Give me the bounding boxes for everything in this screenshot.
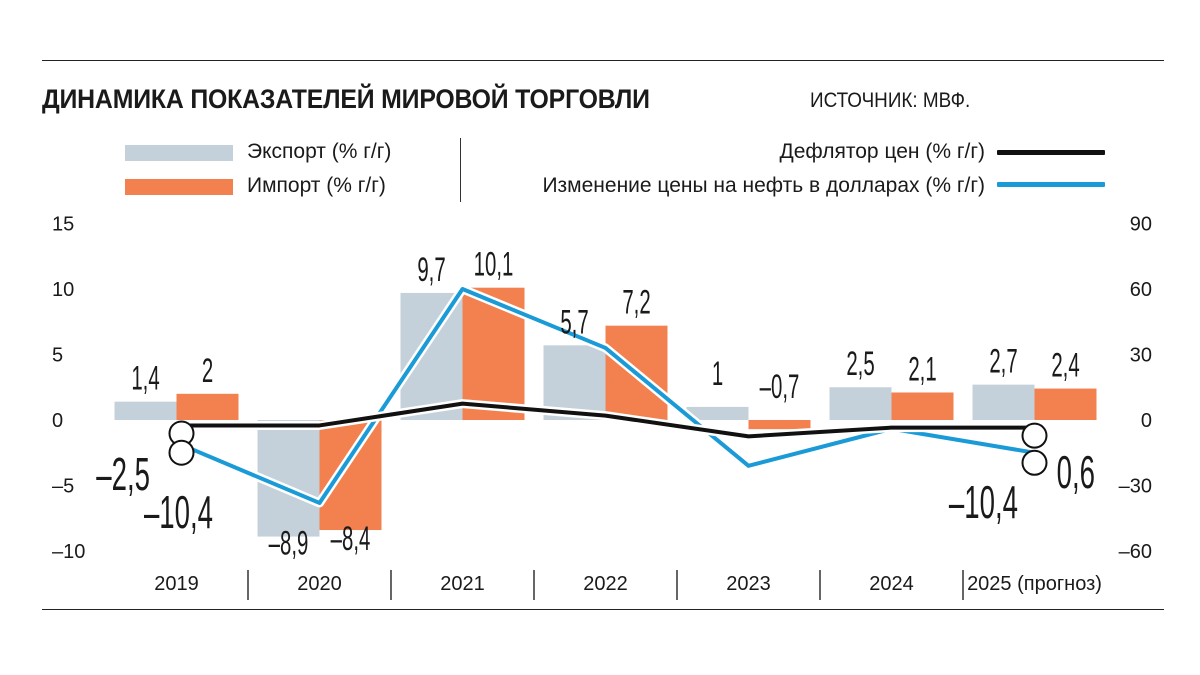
legend-label-oil: Изменение цены на нефть в долларах (% г/… [542, 174, 985, 197]
right-axis-tick: 0 [1141, 410, 1152, 432]
oil-2019-label: –10,4 [144, 488, 213, 539]
x-axis-label: 2024 [869, 573, 914, 595]
right-axis-tick: 60 [1130, 279, 1152, 301]
import-value-label: 2,4 [1051, 346, 1079, 384]
x-axis-label: 2020 [297, 573, 342, 595]
x-axis-label: 2025 (прогноз) [967, 573, 1102, 595]
oil-point [1021, 449, 1048, 476]
import-value-label: 10,1 [474, 245, 514, 283]
chart-source: ИСТОЧНИК: МВФ. [810, 89, 971, 112]
legend-swatch-deflator [997, 150, 1105, 155]
bar-import [176, 393, 239, 420]
oil-point [168, 439, 195, 466]
oil-2025-label: 0,6 [1057, 448, 1095, 499]
left-axis-tick: –5 [52, 476, 74, 498]
export-value-label: 2,5 [846, 345, 874, 383]
x-axis-label: 2019 [154, 573, 199, 595]
export-value-label: 9,7 [417, 251, 445, 289]
legend-label-import: Импорт (% г/г) [247, 174, 386, 197]
export-value-label: 1 [712, 355, 723, 393]
export-value-label: –8,9 [269, 524, 309, 562]
x-axis-label: 2022 [583, 573, 628, 595]
bar-import [748, 420, 811, 430]
import-value-label: 2,1 [908, 350, 936, 388]
legend-swatch-oil [997, 182, 1105, 187]
bar-export [829, 387, 892, 420]
deflator-2019-label: –2,5 [96, 450, 150, 501]
export-value-label: 1,4 [131, 359, 159, 397]
right-axis-tick: 90 [1130, 214, 1152, 236]
legend-swatch-export [125, 145, 233, 161]
right-axis-tick: –30 [1119, 476, 1152, 498]
x-axis-label: 2023 [726, 573, 771, 595]
import-value-label: –0,7 [760, 368, 800, 406]
left-axis-tick: 10 [52, 279, 74, 301]
export-value-label: 5,7 [560, 303, 588, 341]
bottom-rule [42, 609, 1164, 610]
bar-export [972, 384, 1035, 420]
bar-export [400, 292, 463, 420]
x-axis-label: 2021 [440, 573, 485, 595]
bar-import [319, 420, 382, 531]
bar-export [686, 406, 749, 420]
bar-export [114, 401, 177, 420]
legend-label-export: Экспорт (% г/г) [247, 140, 392, 163]
deflator-2025-label: –10,4 [949, 478, 1018, 529]
left-axis-tick: –10 [52, 541, 85, 563]
chart-title: ДИНАМИКА ПОКАЗАТЕЛЕЙ МИРОВОЙ ТОРГОВЛИ [42, 84, 650, 114]
deflator-point [1021, 422, 1048, 449]
right-axis-tick: 30 [1130, 345, 1152, 367]
deflator-line [176, 401, 1035, 439]
export-value-label: 2,7 [989, 342, 1017, 380]
legend-label-deflator: Дефлятор цен (% г/г) [779, 140, 985, 163]
left-axis-tick: 5 [52, 345, 63, 367]
bar-import [891, 392, 954, 420]
bar-import [1034, 388, 1097, 420]
legend-swatch-import [125, 179, 233, 195]
import-value-label: 2 [202, 351, 213, 389]
legend-separator [460, 138, 461, 202]
import-value-label: –8,4 [331, 520, 371, 558]
left-axis-tick: 0 [52, 410, 63, 432]
left-axis-tick: 15 [52, 214, 74, 236]
top-rule [42, 60, 1164, 61]
import-value-label: 7,2 [622, 283, 650, 321]
right-axis-tick: –60 [1119, 541, 1152, 563]
